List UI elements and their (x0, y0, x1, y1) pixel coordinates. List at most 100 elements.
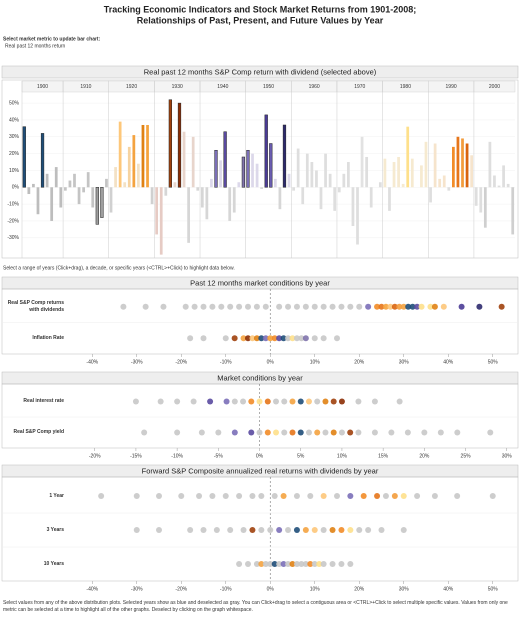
dot[interactable] (414, 493, 421, 499)
dot[interactable] (297, 429, 304, 436)
dot[interactable] (160, 303, 167, 310)
bar[interactable] (260, 187, 264, 189)
bar[interactable] (114, 167, 117, 188)
bar[interactable] (351, 187, 355, 227)
bar[interactable] (296, 148, 300, 188)
dot[interactable] (262, 561, 269, 567)
dot[interactable] (320, 303, 327, 310)
dot[interactable] (240, 335, 247, 342)
dot[interactable] (276, 303, 283, 310)
dot[interactable] (347, 429, 354, 436)
bar[interactable] (328, 173, 332, 188)
bar[interactable] (438, 178, 442, 188)
dot[interactable] (388, 429, 395, 436)
dot[interactable] (281, 429, 288, 436)
decade-label[interactable]: 1960 (309, 84, 320, 90)
dot[interactable] (289, 429, 296, 436)
bar[interactable] (383, 158, 387, 188)
bar[interactable] (210, 178, 213, 188)
dot[interactable] (355, 429, 362, 436)
dot[interactable] (271, 335, 278, 342)
bar[interactable] (392, 162, 396, 188)
decade-label[interactable]: 1990 (446, 84, 457, 90)
dot[interactable] (404, 429, 411, 436)
bar[interactable] (269, 143, 273, 188)
dot[interactable] (133, 493, 140, 499)
dot[interactable] (458, 303, 465, 310)
dot[interactable] (249, 493, 256, 499)
dot[interactable] (236, 561, 243, 567)
dot[interactable] (302, 303, 309, 310)
dot[interactable] (374, 493, 381, 499)
bar[interactable] (388, 187, 391, 211)
dot[interactable] (355, 398, 362, 405)
bar[interactable] (54, 167, 58, 188)
dot[interactable] (293, 493, 300, 499)
dot[interactable] (132, 398, 139, 405)
bar[interactable] (132, 135, 136, 188)
dot[interactable] (322, 398, 329, 405)
dot[interactable] (311, 527, 318, 533)
dot[interactable] (245, 303, 251, 310)
bar[interactable] (305, 153, 309, 188)
bar[interactable] (63, 187, 67, 191)
dot[interactable] (431, 493, 438, 499)
bar[interactable] (137, 163, 140, 188)
dot[interactable] (248, 429, 255, 436)
dot[interactable] (236, 493, 243, 499)
bar[interactable] (177, 102, 182, 188)
dot[interactable] (215, 429, 222, 436)
bar[interactable] (95, 187, 99, 225)
dot[interactable] (187, 527, 194, 533)
bar[interactable] (470, 155, 474, 188)
dot[interactable] (267, 527, 274, 533)
bar[interactable] (319, 187, 323, 210)
dot[interactable] (311, 561, 318, 567)
dot[interactable] (334, 335, 340, 342)
bar[interactable] (369, 187, 373, 208)
dot[interactable] (281, 398, 288, 405)
dot[interactable] (302, 561, 309, 567)
decade-label[interactable]: 1900 (37, 84, 48, 90)
dot[interactable] (405, 303, 412, 310)
dot[interactable] (285, 335, 292, 342)
dot[interactable] (256, 429, 263, 436)
dot[interactable] (440, 303, 447, 310)
dot[interactable] (178, 493, 185, 499)
dot[interactable] (218, 303, 225, 310)
dot[interactable] (297, 398, 304, 405)
dot[interactable] (174, 429, 181, 436)
dot[interactable] (338, 398, 345, 405)
dot[interactable] (249, 335, 256, 342)
dot[interactable] (200, 335, 207, 342)
dot[interactable] (280, 561, 287, 567)
dot[interactable] (437, 429, 444, 436)
dot[interactable] (190, 398, 197, 405)
metric-selected[interactable]: Real past 12 months return (5, 43, 66, 49)
dot[interactable] (371, 429, 378, 436)
dot[interactable] (191, 303, 198, 310)
dot[interactable] (454, 429, 461, 436)
dot[interactable] (360, 493, 367, 499)
bar[interactable] (511, 187, 515, 235)
bar[interactable] (433, 143, 437, 188)
bar[interactable] (347, 162, 350, 188)
dot[interactable] (322, 429, 329, 436)
bar[interactable] (173, 182, 177, 188)
dot[interactable] (133, 527, 140, 533)
bar[interactable] (223, 131, 227, 188)
bar[interactable] (168, 99, 172, 188)
dot[interactable] (271, 493, 278, 499)
dot[interactable] (209, 493, 216, 499)
dot[interactable] (365, 303, 372, 310)
bar[interactable] (429, 187, 432, 203)
dot[interactable] (276, 527, 283, 533)
bar[interactable] (356, 187, 359, 245)
dot[interactable] (262, 335, 269, 342)
dot[interactable] (249, 527, 256, 533)
bar[interactable] (59, 187, 63, 208)
bar[interactable] (310, 162, 314, 188)
dot[interactable] (400, 493, 407, 499)
bar[interactable] (493, 175, 496, 188)
dot[interactable] (174, 398, 181, 405)
